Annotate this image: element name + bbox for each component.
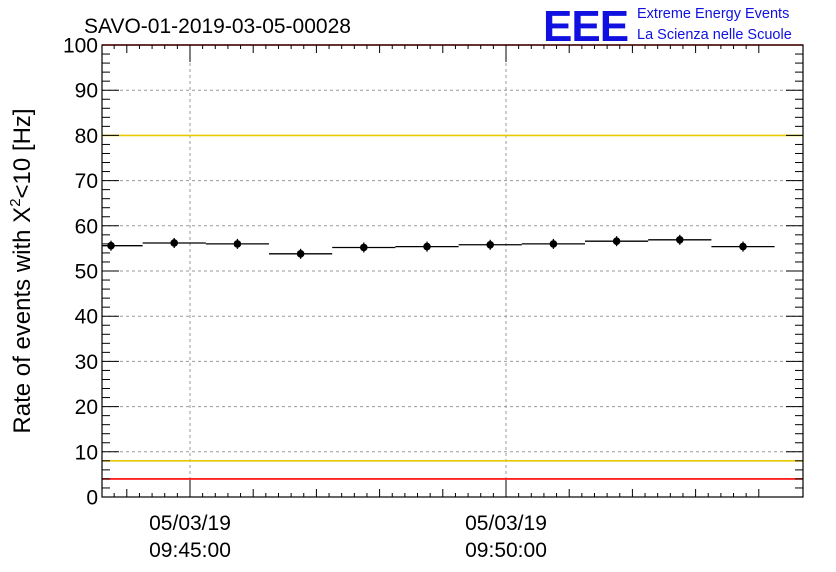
- data-point: [107, 241, 115, 250]
- y-tick-label: 70: [75, 170, 98, 193]
- data-point: [360, 243, 368, 252]
- logo-line-1: Extreme Energy Events: [637, 6, 789, 22]
- data-point: [423, 242, 431, 251]
- logo-line-2: La Scienza nelle Scuole: [637, 27, 792, 43]
- y-tick-label: 10: [75, 441, 98, 464]
- logo: EEE Extreme Energy Events La Scienza nel…: [543, 2, 792, 51]
- y-axis-label: Rate of events with X2<10 [Hz]: [7, 108, 36, 433]
- grid: [102, 45, 803, 497]
- x-tick-label-date: 05/03/19: [465, 512, 547, 535]
- y-tick-label: 80: [75, 125, 98, 148]
- data-point: [549, 240, 558, 248]
- chart-title: SAVO-01-2019-03-05-00028: [84, 15, 351, 38]
- logo-mark: EEE: [543, 2, 628, 51]
- x-axis: 05/03/19 09:45:00 05/03/19 09:50:00: [113, 45, 760, 562]
- data-point: [296, 250, 305, 258]
- reference-lines: [102, 44, 803, 480]
- y-tick-label: 20: [75, 396, 98, 419]
- data-point: [233, 240, 242, 248]
- y-axis: 0 10 20 30 40 50 60 70 80 90 100: [63, 35, 803, 510]
- data-point: [170, 239, 178, 247]
- x-tick-label-date: 05/03/19: [149, 512, 231, 535]
- y-tick-label: 90: [75, 80, 98, 103]
- x-tick-label-time: 09:50:00: [465, 539, 547, 562]
- data-point: [739, 242, 747, 251]
- data-point: [676, 236, 684, 244]
- data-points: [102, 234, 775, 259]
- y-tick-label: 100: [63, 35, 98, 58]
- data-point: [612, 237, 621, 245]
- y-tick-label: 0: [86, 487, 98, 510]
- x-tick-label-time: 09:45:00: [149, 539, 231, 562]
- data-point: [486, 240, 495, 249]
- y-tick-label: 50: [75, 261, 98, 284]
- y-tick-label: 30: [75, 351, 98, 374]
- y-tick-label: 40: [75, 306, 98, 329]
- y-tick-label: 60: [75, 215, 98, 238]
